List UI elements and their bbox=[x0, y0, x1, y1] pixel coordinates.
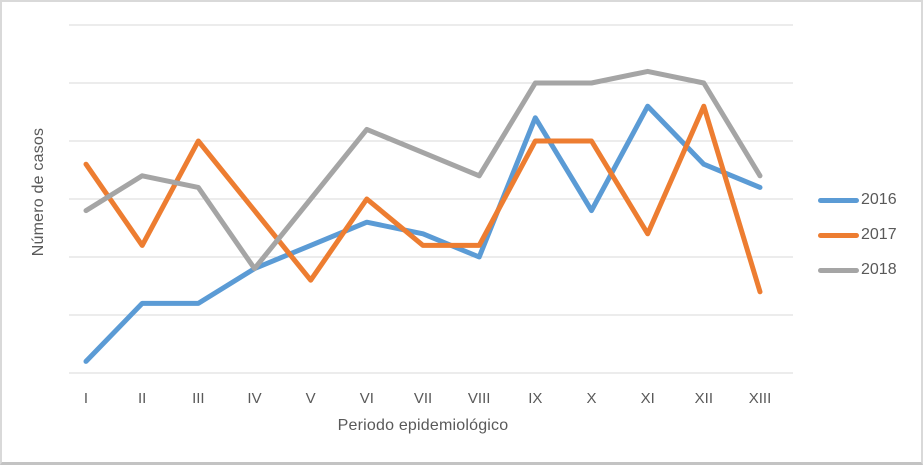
x-axis-tick-label: VII bbox=[414, 390, 432, 407]
x-axis-tick-label: I bbox=[84, 390, 88, 407]
legend-swatch-2017 bbox=[818, 232, 859, 238]
x-axis-tick-label: IX bbox=[528, 390, 542, 407]
x-axis-tick-label: VIII bbox=[468, 390, 491, 407]
legend-swatch-2018 bbox=[818, 267, 859, 273]
legend: 2016 2017 2018 bbox=[818, 191, 897, 279]
x-axis-tick-label: X bbox=[586, 390, 596, 407]
x-axis-tick-label: II bbox=[138, 390, 146, 407]
x-axis-tick-label: XII bbox=[695, 390, 713, 407]
x-axis-tick-label: IV bbox=[247, 390, 261, 407]
legend-swatch-2016 bbox=[818, 197, 859, 203]
legend-label-2018: 2018 bbox=[861, 261, 897, 278]
y-axis-title: Número de casos bbox=[30, 127, 47, 257]
x-axis-tick-label: III bbox=[192, 390, 205, 407]
series-line-2018[interactable] bbox=[83, 68, 763, 272]
legend-label-2016: 2016 bbox=[861, 191, 897, 208]
x-axis-tick-label: VI bbox=[360, 390, 374, 407]
legend-item-2017[interactable]: 2017 bbox=[818, 226, 897, 244]
series-line-2016[interactable] bbox=[83, 103, 763, 364]
x-axis-tick-label: XIII bbox=[749, 390, 772, 407]
x-axis-tick-label: XI bbox=[641, 390, 655, 407]
x-axis-title: Periodo epidemiológico bbox=[337, 417, 509, 434]
x-axis-tick-label: V bbox=[306, 390, 316, 407]
legend-item-2016[interactable]: 2016 bbox=[818, 191, 897, 209]
legend-label-2017: 2017 bbox=[861, 226, 897, 243]
legend-item-2018[interactable]: 2018 bbox=[818, 261, 897, 279]
series-line-2017[interactable] bbox=[83, 103, 763, 295]
